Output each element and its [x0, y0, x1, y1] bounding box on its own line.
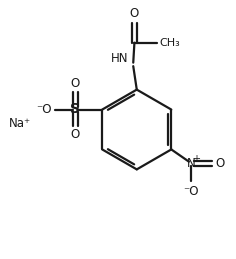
Text: N: N — [187, 157, 196, 170]
Text: ⁻O: ⁻O — [184, 185, 199, 198]
Text: +: + — [192, 154, 200, 164]
Text: O: O — [130, 8, 139, 20]
Text: S: S — [70, 102, 80, 116]
Text: Na⁺: Na⁺ — [8, 117, 30, 130]
Text: CH₃: CH₃ — [159, 38, 180, 48]
Text: O: O — [215, 157, 225, 170]
Text: O: O — [71, 77, 80, 90]
Text: O: O — [71, 128, 80, 141]
Text: HN: HN — [111, 52, 129, 65]
Text: ⁻O: ⁻O — [36, 103, 52, 116]
